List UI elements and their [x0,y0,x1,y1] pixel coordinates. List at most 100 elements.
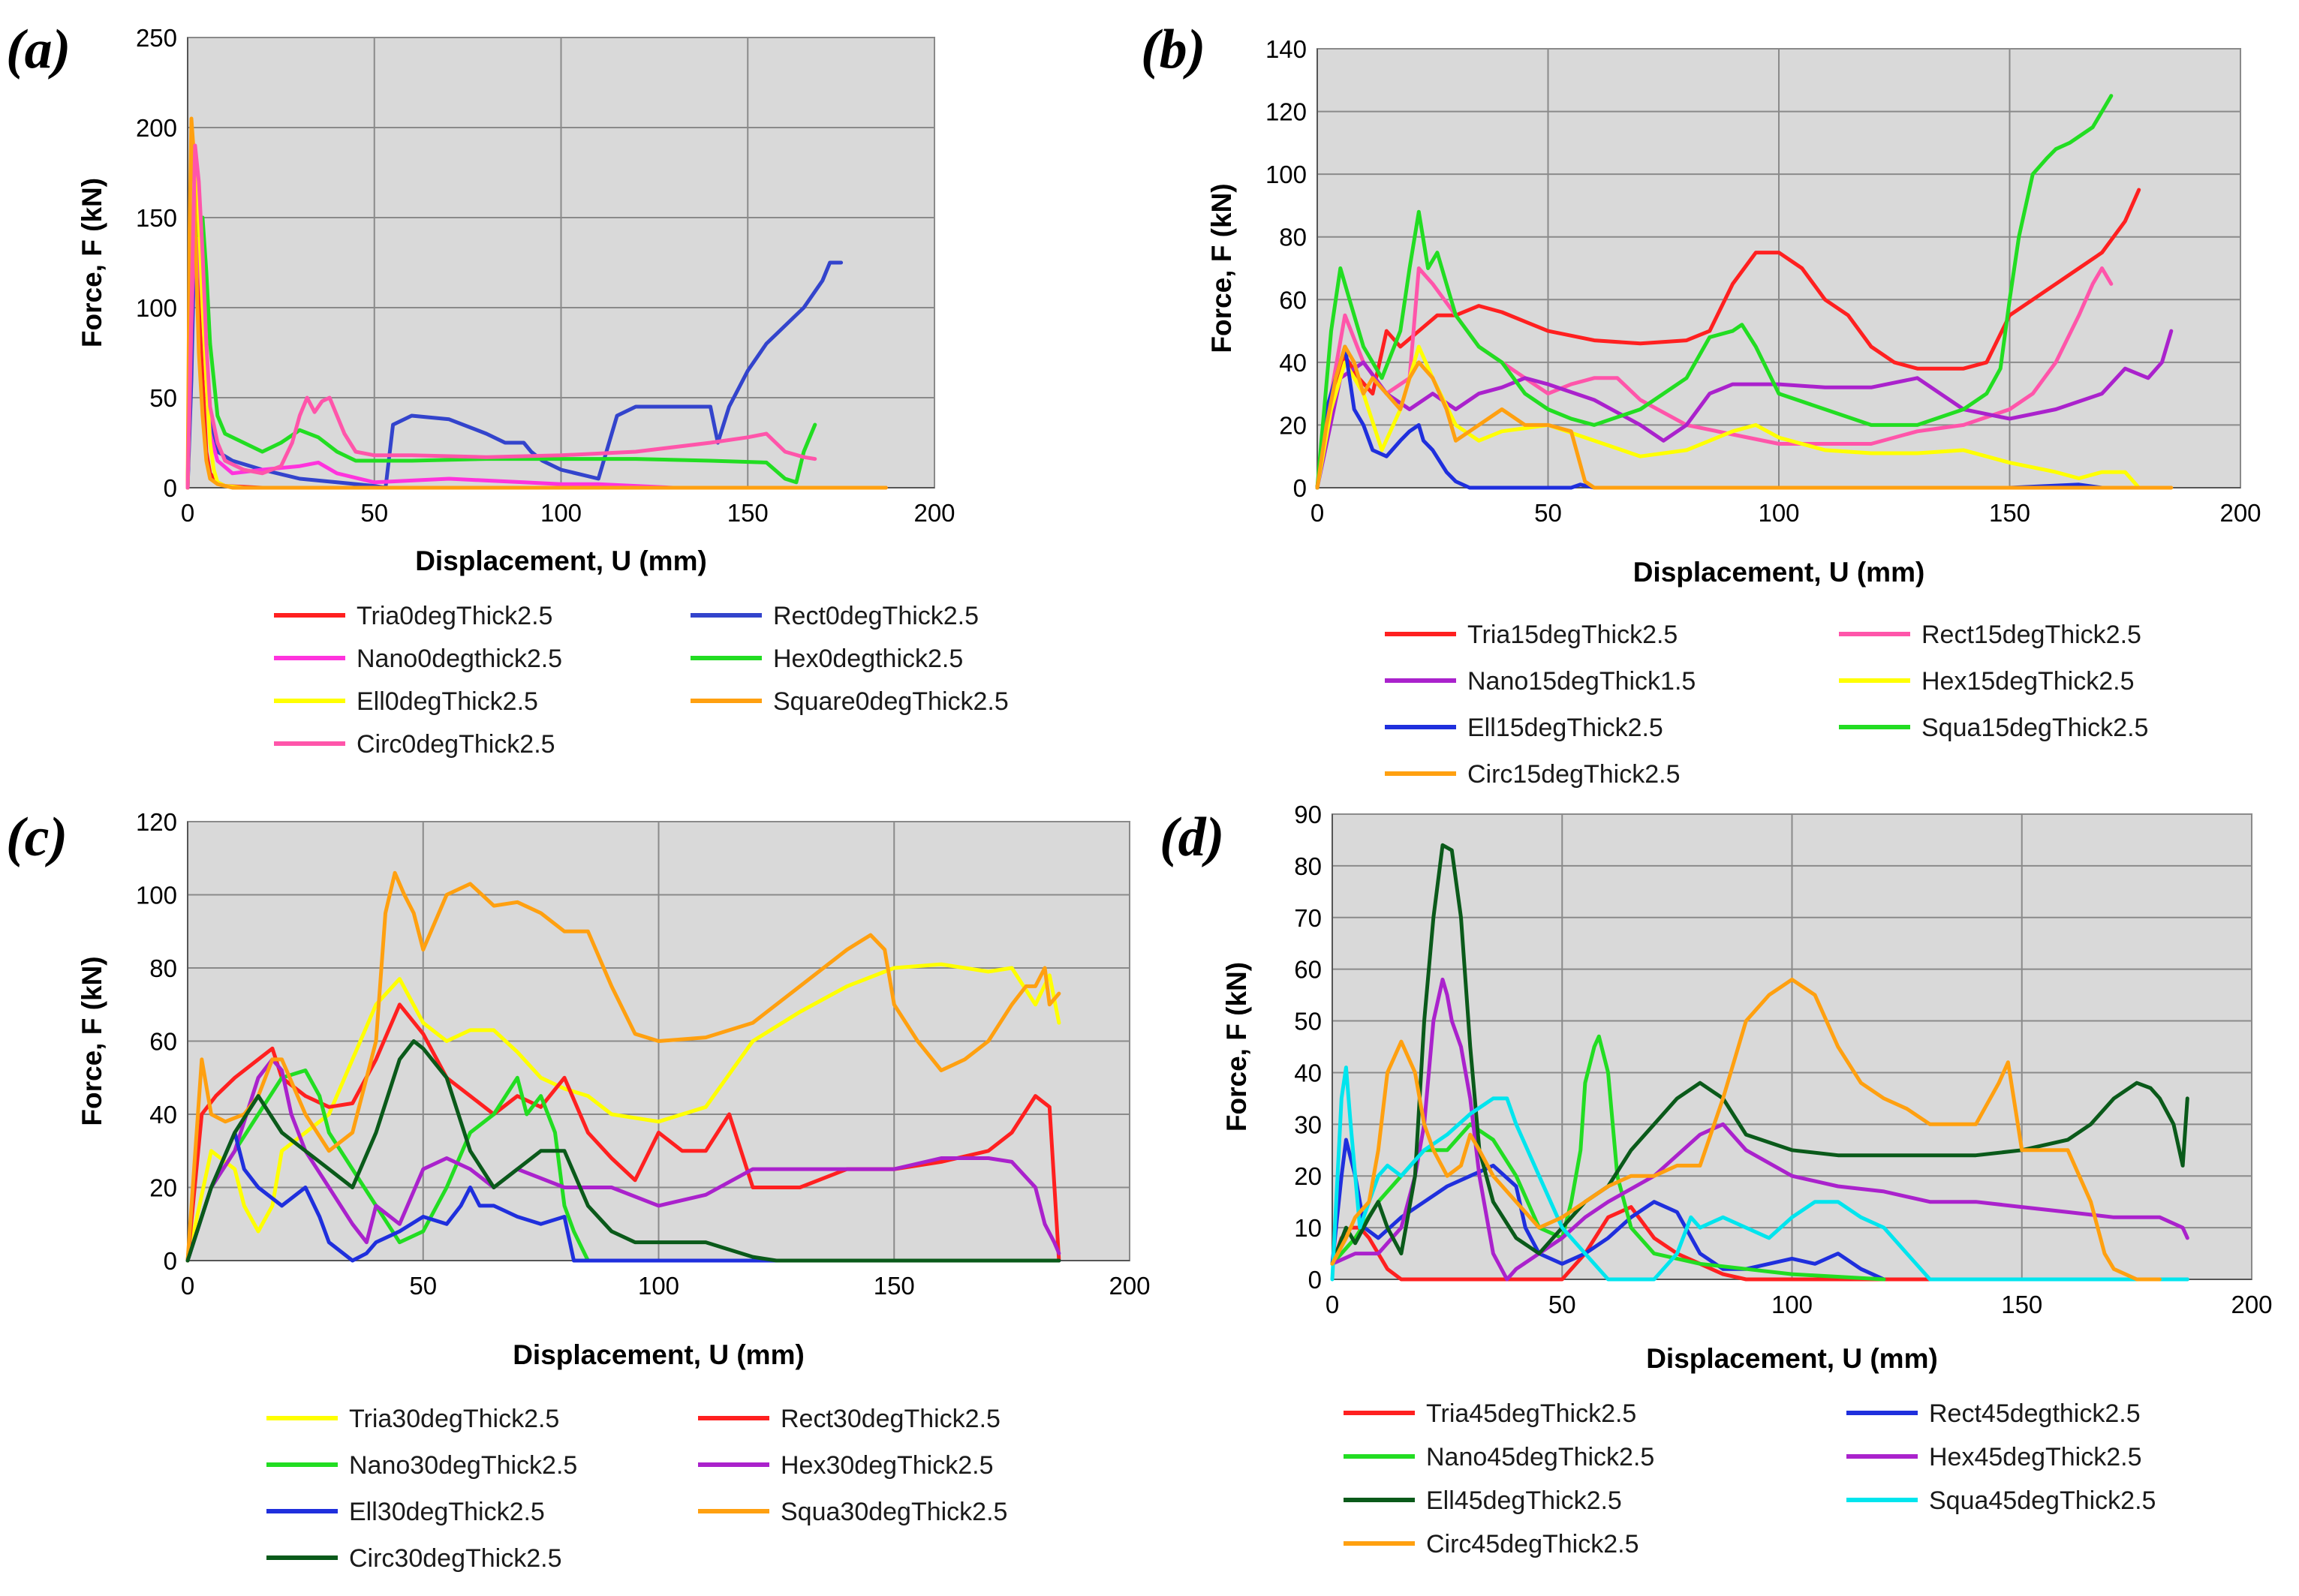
legend-label: Hex0degthick2.5 [773,645,963,673]
x-axis-title: Displacement, U (mm) [1646,1343,1938,1374]
legend-label: Squa15degThick2.5 [1921,714,2148,742]
y-tick-label: 0 [164,1247,177,1275]
x-tick-label: 0 [181,1272,194,1300]
y-tick-label: 20 [1294,1162,1322,1190]
legend-item: Nano0degthick2.5 [274,645,562,673]
x-tick-label: 150 [727,499,769,527]
panel-a: 0 50 100 150 200 250 0 50 100 150 200 Displacement,… [6,19,1009,759]
x-tick-label: 0 [181,499,194,527]
y-tick-label: 0 [164,474,177,502]
y-axis-title: Force, F (kN) [1221,962,1252,1132]
y-tick-label: 60 [1294,956,1322,984]
legend-label: Nano15degThick1.5 [1467,667,1696,696]
legend-item: Rect45degthick2.5 [1846,1399,2141,1428]
legend-label: Circ30degThick2.5 [349,1544,561,1573]
x-tick-label: 150 [2001,1291,2042,1318]
y-tick-label: 150 [136,204,177,232]
x-tick-label: 200 [913,499,955,527]
legend: Tria45degThick2.5 Rect45degthick2.5 Nano45… [1344,1399,2156,1558]
legend: Tria30degThick2.5 Rect30degThick2.5 Nano30… [266,1405,1007,1573]
y-tick-label: 90 [1294,801,1322,828]
x-axis-title: Displacement, U (mm) [1633,557,1925,588]
series-line [1315,329,2174,490]
legend-item: Circ30degThick2.5 [266,1544,561,1573]
series-line [1315,344,2174,490]
legend-label: Squa30degThick2.5 [781,1498,1007,1526]
y-axis-title: Force, F (kN) [77,178,107,347]
legend-label: Rect45degthick2.5 [1929,1399,2141,1428]
legend-label: Tria45degThick2.5 [1426,1399,1636,1428]
legend-label: Squa45degThick2.5 [1929,1486,2156,1515]
legend-label: Circ15degThick2.5 [1467,760,1680,789]
legend-label: Rect15degThick2.5 [1921,621,2141,649]
legend-label: Tria30degThick2.5 [349,1405,559,1433]
legend-item: Tria15degThick2.5 [1385,621,1678,649]
legend-item: Hex30degThick2.5 [698,1451,994,1480]
series-line [185,1130,1061,1263]
y-tick-label: 60 [1279,286,1307,314]
legend-item: Ell45degThick2.5 [1344,1486,1622,1515]
legend-label: Rect0degThick2.5 [773,602,979,630]
y-tick-label: 70 [1294,904,1322,932]
legend-item: Rect15degThick2.5 [1839,621,2141,649]
legend-label: Circ0degThick2.5 [357,730,555,759]
legend-item: Ell0degThick2.5 [274,687,538,716]
x-tick-label: 0 [1310,499,1324,527]
legend-item: Nano45degThick2.5 [1344,1443,1654,1471]
legend-item: Squa30degThick2.5 [698,1498,1007,1526]
legend-item: Square0degThick2.5 [691,687,1009,716]
legend-label: Hex45degThick2.5 [1929,1443,2142,1471]
legend-label: Tria0degThick2.5 [357,602,552,630]
series-line [185,179,817,490]
legend-label: Ell45degThick2.5 [1426,1486,1622,1515]
legend: Tria0degThick2.5 Rect0degThick2.5 Nano0deg… [274,602,1009,759]
legend-item: Circ45degThick2.5 [1344,1530,1638,1558]
legend-item: Circ15degThick2.5 [1385,760,1680,789]
series-line [1315,344,2141,490]
panel-label: (a) [6,19,71,80]
legend-label: Ell30degThick2.5 [349,1498,545,1526]
y-tick-label: 250 [136,24,177,52]
x-tick-label: 50 [360,499,388,527]
y-tick-label: 60 [149,1028,177,1056]
x-axis-title: Displacement, U (mm) [513,1339,805,1370]
legend-label: Ell0degThick2.5 [357,687,538,716]
y-tick-label: 0 [1293,474,1307,502]
legend-label: Hex30degThick2.5 [781,1451,994,1480]
x-axis-title: Displacement, U (mm) [415,546,707,576]
x-tick-label: 100 [1758,499,1799,527]
y-tick-label: 100 [136,294,177,322]
series-line [1330,1205,2189,1282]
legend-label: Nano0degthick2.5 [357,645,562,673]
legend-item: Hex0degthick2.5 [691,645,963,673]
y-tick-label: 80 [1279,224,1307,251]
legend-item: Squa15degThick2.5 [1839,714,2148,742]
panel-label: (c) [6,807,68,868]
y-tick-label: 80 [149,954,177,982]
legend-label: Ell15degThick2.5 [1467,714,1663,742]
x-tick-label: 100 [638,1272,679,1300]
legend-label: Circ45degThick2.5 [1426,1530,1638,1558]
x-tick-label: 150 [874,1272,915,1300]
legend-item: Tria45degThick2.5 [1344,1399,1636,1428]
x-tick-label: 50 [1548,1291,1576,1318]
legend-item: Hex45degThick2.5 [1846,1443,2142,1471]
legend-item: Nano15degThick1.5 [1385,667,1696,696]
legend-item: Hex15degThick2.5 [1839,667,2135,696]
series-line [1330,977,2162,1282]
y-tick-label: 40 [149,1101,177,1129]
y-tick-label: 100 [1265,161,1307,188]
x-tick-label: 200 [2219,499,2261,527]
legend-item: Rect0degThick2.5 [691,602,979,630]
x-tick-label: 50 [409,1272,437,1300]
x-tick-label: 200 [1109,1272,1150,1300]
x-tick-label: 100 [1771,1291,1813,1318]
y-tick-label: 50 [149,384,177,412]
legend-label: Square0degThick2.5 [773,687,1009,716]
legend-item: Circ0degThick2.5 [274,730,555,759]
x-tick-label: 100 [540,499,582,527]
legend-label: Hex15degThick2.5 [1921,667,2135,696]
y-axis-title: Force, F (kN) [1206,183,1237,353]
x-tick-label: 0 [1326,1291,1339,1318]
panel-b: 0 20 40 60 80 100 120 140 0 50 100 150 200 Displaceme… [1141,19,2261,789]
